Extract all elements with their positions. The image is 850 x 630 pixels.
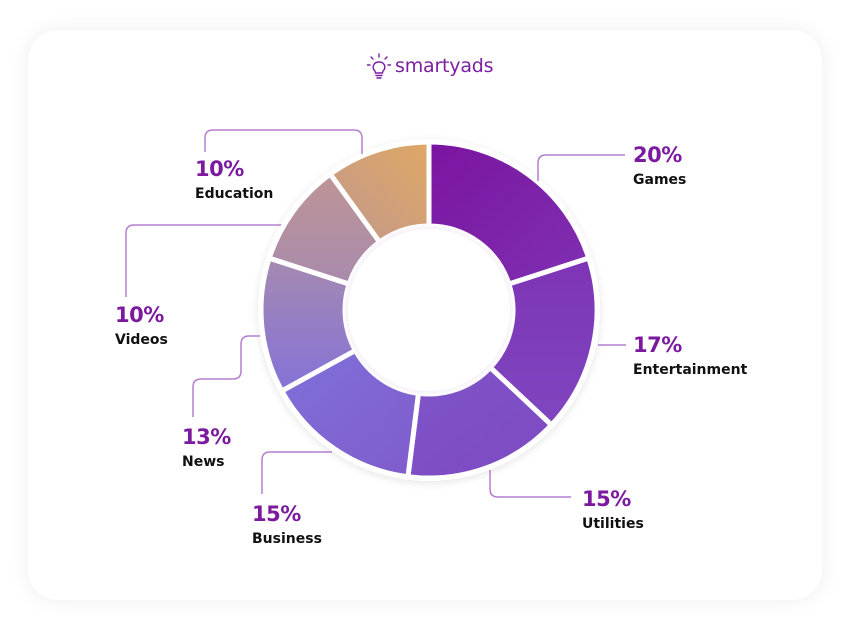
pct-business: 15% xyxy=(252,502,301,526)
name-videos: Videos xyxy=(115,332,168,348)
pct-games: 20% xyxy=(633,143,682,167)
pct-education: 10% xyxy=(195,157,244,181)
lightbulb-icon xyxy=(366,53,392,79)
label-business: 15% Business xyxy=(252,502,322,548)
donut-segment-education xyxy=(326,139,432,246)
leader-lines xyxy=(125,129,626,498)
pct-videos: 10% xyxy=(115,303,164,327)
donut-hole xyxy=(348,229,510,391)
leader-line-games xyxy=(537,154,625,181)
label-news: 13% News xyxy=(182,425,231,471)
donut-segment-entertainment xyxy=(486,254,600,429)
brand-logo: smartyads xyxy=(366,52,494,80)
label-games: 20% Games xyxy=(633,143,686,189)
label-entertainment: 17% Entertainment xyxy=(633,333,747,379)
name-news: News xyxy=(182,454,225,470)
brand-name: smartyads xyxy=(395,55,494,77)
pct-utilities: 15% xyxy=(582,487,631,511)
label-utilities: 15% Utilities xyxy=(582,487,644,533)
name-business: Business xyxy=(252,531,322,547)
name-education: Education xyxy=(195,186,274,202)
pct-entertainment: 17% xyxy=(633,333,682,357)
leader-line-education xyxy=(204,129,363,154)
name-utilities: Utilities xyxy=(582,516,644,532)
label-education: 10% Education xyxy=(195,157,273,203)
pct-news: 13% xyxy=(182,425,231,449)
donut-segment-games xyxy=(426,139,592,288)
label-videos: 10% Videos xyxy=(115,303,168,349)
name-games: Games xyxy=(633,172,687,188)
name-entertainment: Entertainment xyxy=(633,362,748,378)
leader-line-videos xyxy=(125,224,281,297)
leader-line-business xyxy=(261,451,332,494)
leader-line-utilities xyxy=(489,470,571,498)
leader-line-news xyxy=(192,335,260,417)
